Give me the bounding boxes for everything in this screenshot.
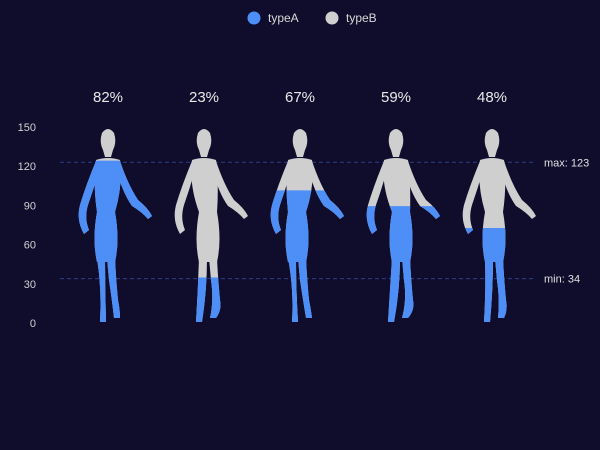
- legend-label-typeA[interactable]: typeA: [268, 11, 299, 25]
- legend-label-typeB[interactable]: typeB: [346, 11, 377, 25]
- figure-bar[interactable]: [174, 129, 248, 322]
- figure-fill: [78, 160, 152, 322]
- y-tick-label: 150: [18, 122, 36, 134]
- y-tick-label: 0: [30, 318, 36, 330]
- figure-bar[interactable]: [366, 129, 440, 322]
- figure-bar[interactable]: [78, 129, 152, 322]
- y-axis: 0 30 60 90 120 150: [18, 122, 36, 330]
- figure-fill: [270, 190, 344, 322]
- legend-swatch-typeA[interactable]: [247, 11, 261, 25]
- percent-label: 67%: [285, 89, 315, 106]
- figure-fill: [196, 277, 221, 322]
- mark-line-label: max: 123: [544, 157, 589, 169]
- percent-label: 59%: [381, 89, 411, 106]
- figure-bar[interactable]: [270, 129, 344, 322]
- mark-line-label: min: 34: [544, 274, 580, 286]
- figure-bar[interactable]: [462, 129, 536, 322]
- figure-fill: [465, 227, 507, 322]
- percent-label: 23%: [189, 89, 219, 106]
- percent-label: 48%: [477, 89, 507, 106]
- figure-background: [174, 129, 248, 322]
- figure-fill: [366, 206, 440, 322]
- figures: [78, 129, 536, 322]
- percent-label: 82%: [93, 89, 123, 106]
- legend: typeA typeB: [247, 11, 377, 25]
- y-tick-label: 120: [18, 161, 36, 173]
- mark-lines: max: 123 min: 34: [60, 157, 589, 286]
- y-tick-label: 90: [24, 200, 36, 212]
- legend-swatch-typeB[interactable]: [325, 11, 339, 25]
- y-tick-label: 60: [24, 240, 36, 252]
- y-tick-label: 30: [24, 279, 36, 291]
- percent-labels: 82% 23% 67% 59% 48%: [93, 89, 507, 106]
